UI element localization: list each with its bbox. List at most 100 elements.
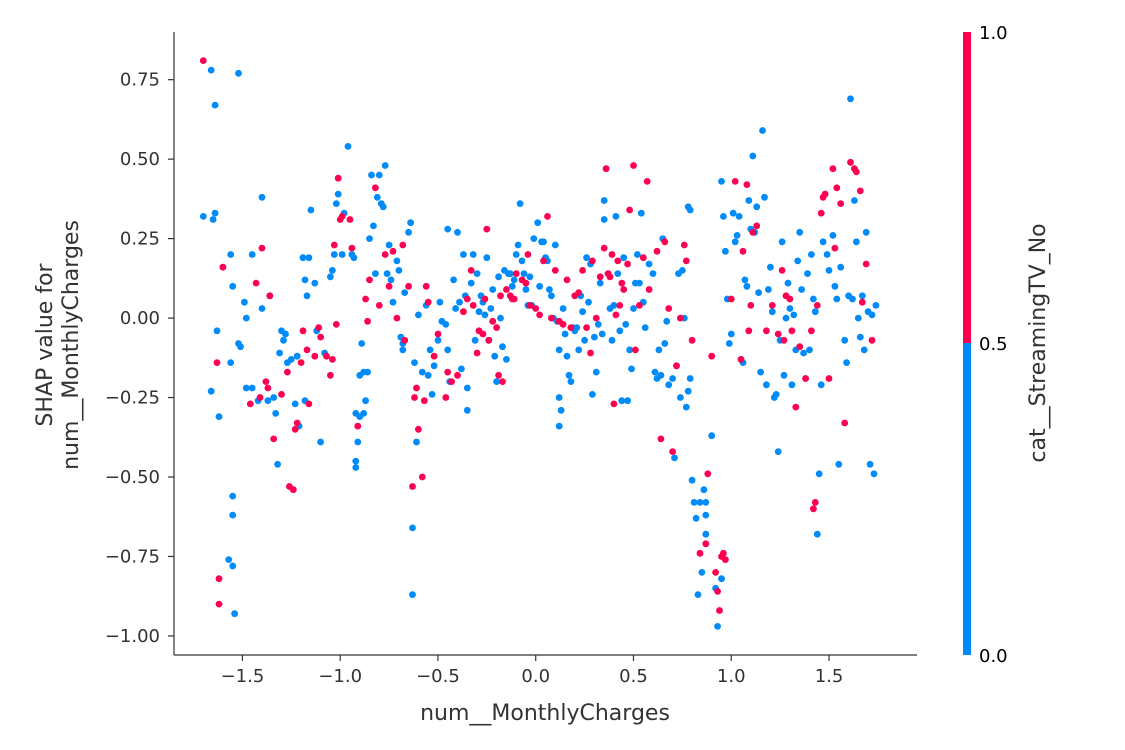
scatter-point: [780, 371, 788, 379]
y-tick-label: −0.75: [105, 546, 160, 567]
scatter-point: [614, 270, 622, 277]
scatter-point: [463, 406, 471, 414]
scatter-point: [497, 292, 504, 300]
scatter-point: [853, 238, 860, 246]
scatter-point: [575, 289, 583, 296]
scatter-point: [270, 435, 278, 443]
scatter-point: [671, 454, 678, 462]
scatter-point: [334, 190, 342, 198]
scatter-point: [862, 260, 870, 268]
scatter-point: [806, 346, 813, 354]
scatter-point: [213, 327, 221, 335]
colorbar-tick-mid: 0.5: [979, 334, 1008, 355]
scatter-point: [829, 165, 837, 173]
scatter-point: [559, 321, 567, 328]
scatter-point: [692, 514, 700, 522]
scatter-point: [702, 511, 710, 519]
scatter-point: [815, 470, 823, 478]
scatter-point: [463, 295, 471, 303]
scatter-point: [415, 311, 422, 319]
scatter-point: [330, 241, 338, 249]
scatter-point: [258, 193, 266, 201]
scatter-point: [733, 232, 741, 239]
scatter-point: [682, 403, 690, 411]
scatter-point: [415, 425, 422, 433]
scatter-point: [817, 381, 825, 389]
scatter-point: [469, 302, 477, 309]
scatter-point: [716, 607, 723, 614]
scatter-point: [532, 305, 540, 312]
scatter-point: [389, 298, 397, 306]
scatter-point: [727, 330, 735, 338]
scatter-point: [442, 394, 450, 401]
scatter-point: [555, 422, 563, 430]
scatter-point: [424, 298, 432, 306]
scatter-point: [262, 378, 270, 385]
scatter-point: [467, 267, 475, 274]
scatter-point: [516, 200, 524, 208]
scatter-point: [289, 486, 297, 494]
scatter-point: [241, 298, 248, 306]
scatter-point: [837, 200, 845, 208]
scatter-point: [362, 295, 369, 303]
y-tick-label: 0.50: [120, 149, 160, 170]
scatter-point: [489, 286, 497, 293]
scatter-point: [393, 314, 401, 322]
scatter-point: [540, 257, 547, 265]
scatter-point: [555, 394, 563, 401]
scatter-point: [508, 282, 516, 290]
scatter-point: [636, 279, 643, 287]
scatter-point: [714, 623, 721, 630]
scatter-point: [596, 273, 604, 281]
scatter-point: [589, 257, 596, 265]
scatter-point: [311, 279, 319, 287]
scatter-point: [426, 346, 434, 354]
scatter-point: [536, 282, 543, 290]
y-tick-label: 0.25: [120, 229, 160, 250]
scatter-point: [743, 181, 751, 189]
scatter-point: [618, 279, 626, 287]
axes: [173, 32, 917, 656]
scatter-point: [215, 575, 223, 583]
scatter-point: [610, 400, 618, 408]
scatter-point: [831, 282, 839, 290]
scatter-point: [702, 530, 710, 538]
scatter-point: [856, 333, 864, 341]
scatter-point: [720, 549, 727, 557]
scatter-point: [870, 470, 878, 478]
scatter-point: [338, 251, 346, 258]
scatter-point: [448, 378, 455, 385]
scatter-point: [454, 228, 461, 236]
scatter-point: [252, 279, 260, 287]
scatter-point: [841, 419, 849, 427]
scatter-point: [323, 352, 330, 360]
scatter-point: [287, 356, 295, 363]
scatter-point: [395, 267, 403, 274]
scatter-point: [682, 257, 690, 265]
scatter-point: [379, 203, 387, 211]
scatter-point: [485, 336, 493, 344]
scatter-point: [796, 343, 804, 351]
scatter-point: [696, 549, 704, 557]
scatter-point: [798, 286, 805, 293]
scatter-point: [344, 143, 352, 150]
scatter-point: [720, 213, 727, 220]
scatter-point: [499, 343, 506, 351]
scatter-point: [211, 101, 219, 109]
scatter-point: [352, 464, 360, 471]
scatter-point: [813, 302, 821, 309]
scatter-point: [469, 251, 477, 258]
scatter-point: [332, 321, 340, 328]
colorbar-label: cat__StreamingTV_No: [1026, 223, 1051, 462]
scatter-point: [557, 406, 565, 414]
scatter-point: [373, 193, 381, 201]
scatter-point: [849, 295, 856, 303]
scatter-point: [444, 225, 452, 233]
scatter-point: [503, 286, 510, 293]
scatter-point: [420, 397, 428, 405]
scatter-point: [655, 346, 663, 354]
scatter-point: [774, 448, 782, 455]
scatter-point: [661, 238, 669, 246]
scatter-point: [622, 321, 630, 328]
